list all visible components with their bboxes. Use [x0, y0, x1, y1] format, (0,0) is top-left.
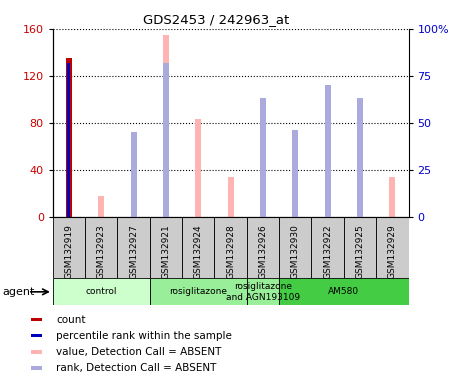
Text: GSM132924: GSM132924	[194, 224, 203, 279]
Text: rosiglitazone
and AGN193109: rosiglitazone and AGN193109	[226, 282, 300, 301]
Bar	[85, 217, 118, 278]
Text: count: count	[56, 315, 85, 325]
Text: GSM132923: GSM132923	[97, 224, 106, 279]
Text: GSM132929: GSM132929	[388, 224, 397, 279]
Bar	[182, 217, 214, 278]
Text: percentile rank within the sample: percentile rank within the sample	[56, 331, 232, 341]
Bar	[292, 134, 298, 217]
Text: GSM132930: GSM132930	[291, 224, 300, 279]
Text: AM580: AM580	[328, 287, 359, 296]
Bar	[131, 132, 136, 217]
Text: control: control	[85, 287, 117, 296]
Bar	[31, 318, 42, 321]
Bar	[31, 334, 42, 338]
Bar	[163, 63, 169, 217]
Bar	[196, 119, 201, 217]
Bar	[118, 217, 150, 278]
Bar	[247, 217, 279, 278]
Bar	[131, 139, 136, 217]
Bar	[376, 217, 409, 278]
Bar	[325, 116, 330, 217]
Bar	[247, 278, 279, 305]
Bar	[31, 366, 42, 369]
Bar	[53, 217, 85, 278]
Bar	[325, 85, 330, 217]
Text: GSM132928: GSM132928	[226, 224, 235, 279]
Text: GDS2453 / 242963_at: GDS2453 / 242963_at	[143, 13, 289, 26]
Text: value, Detection Call = ABSENT: value, Detection Call = ABSENT	[56, 347, 221, 357]
Bar	[214, 217, 247, 278]
Bar	[279, 278, 409, 305]
Bar	[53, 278, 150, 305]
Text: GSM132927: GSM132927	[129, 224, 138, 279]
Bar	[279, 217, 312, 278]
Bar	[31, 350, 42, 354]
Bar	[150, 278, 247, 305]
Bar	[344, 217, 376, 278]
Bar	[389, 177, 395, 217]
Bar	[98, 196, 104, 217]
Bar	[150, 217, 182, 278]
Text: rosiglitazone: rosiglitazone	[169, 287, 227, 296]
Text: GSM132926: GSM132926	[258, 224, 268, 279]
Bar	[260, 116, 266, 217]
Text: GSM132922: GSM132922	[323, 224, 332, 279]
Text: agent: agent	[2, 287, 35, 297]
Bar	[357, 98, 363, 217]
Text: rank, Detection Call = ABSENT: rank, Detection Call = ABSENT	[56, 363, 216, 373]
Bar	[163, 35, 169, 217]
Bar	[260, 98, 266, 217]
Text: GSM132919: GSM132919	[64, 224, 73, 279]
Bar	[228, 177, 234, 217]
Bar	[312, 217, 344, 278]
Bar	[292, 131, 298, 217]
Text: GSM132925: GSM132925	[356, 224, 364, 279]
Bar	[67, 63, 70, 217]
Bar	[66, 58, 72, 217]
Bar	[357, 116, 363, 217]
Text: GSM132921: GSM132921	[162, 224, 170, 279]
